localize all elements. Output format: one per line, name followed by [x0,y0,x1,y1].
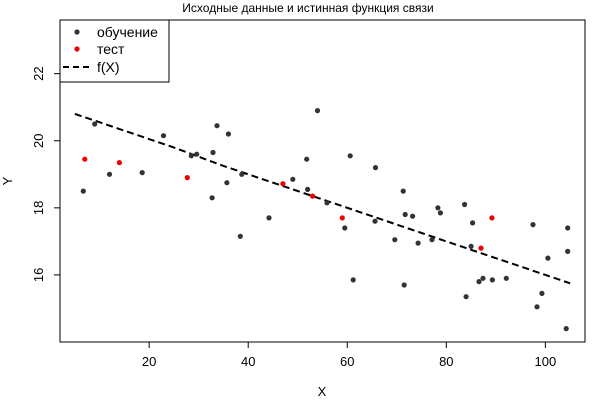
plot-frame [59,19,586,343]
legend: обучение тест f(X) [59,19,170,83]
train-point [304,156,310,162]
test-point [339,215,345,221]
train-point [80,188,86,194]
train-point [372,165,379,171]
chart-title: Исходные данные и истинная функция связи [182,1,433,15]
x-tick-label: 20 [142,354,156,369]
train-point [237,233,243,239]
train-point [209,195,215,201]
legend-marker-test [74,46,80,52]
train-point [565,248,571,254]
y-tick-label: 22 [31,66,46,80]
train-point [194,151,200,157]
train-point [266,215,272,221]
train-point [539,290,545,296]
train-point [476,279,482,285]
train-point [468,243,474,249]
train-point [305,186,311,192]
train-point [139,170,145,176]
y-tick-label: 18 [31,201,46,215]
true-function-curve [74,112,571,285]
train-point [160,133,167,139]
train-point [503,275,509,281]
test-point [280,181,286,187]
train-point [106,171,113,177]
train-point [210,149,216,156]
legend-label-test: тест [97,41,125,57]
train-points [80,108,571,332]
train-point [347,153,353,159]
train-point [372,218,378,224]
test-point [184,175,190,181]
train-point [342,225,348,231]
y-axis: 16 18 20 22 [31,66,60,282]
test-point [478,245,484,251]
train-point [324,200,330,206]
train-point [435,205,441,211]
train-point [290,176,296,182]
train-point [225,131,231,137]
train-point [470,220,476,226]
train-point [224,180,230,186]
train-point [188,153,194,159]
true-function-line [74,112,571,285]
train-point [239,171,245,177]
train-point [415,240,421,246]
legend-label-f: f(X) [97,59,120,75]
test-point [489,215,495,221]
train-point [400,188,406,194]
y-tick-label: 20 [31,134,46,148]
train-point [534,304,540,310]
train-point [402,211,408,218]
train-point [314,108,321,114]
train-point [563,326,569,332]
train-point [530,222,536,228]
x-tick-label: 60 [340,354,354,369]
train-point [392,237,398,243]
train-point [437,210,443,216]
y-axis-label: Y [0,176,15,185]
x-axis-label: X [318,384,327,399]
test-point [310,193,316,199]
legend-label-train: обучение [97,24,158,40]
test-points [82,156,495,251]
test-point [82,156,88,162]
x-axis: 20 40 60 80 100 [142,342,556,369]
x-tick-label: 100 [535,354,557,369]
train-point [565,225,571,231]
train-point [462,201,468,208]
train-point [410,213,416,219]
train-point [92,121,98,127]
y-tick-label: 16 [31,268,46,282]
x-tick-label: 40 [241,354,255,369]
train-point [214,123,220,129]
legend-marker-train [74,29,80,35]
train-point [401,282,407,288]
train-point [480,275,486,281]
train-point [350,277,356,283]
train-point [545,255,551,261]
x-tick-label: 80 [439,354,453,369]
train-point [429,237,435,243]
train-point [489,277,495,283]
test-point [116,160,122,166]
train-point [463,294,469,300]
